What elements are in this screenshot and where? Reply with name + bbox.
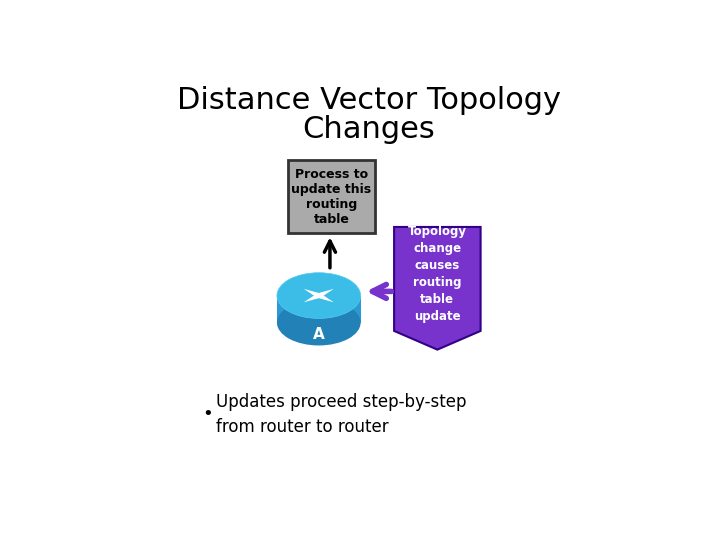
Text: A: A: [313, 327, 325, 341]
Polygon shape: [394, 227, 481, 349]
Text: Distance Vector Topology: Distance Vector Topology: [177, 86, 561, 114]
FancyBboxPatch shape: [288, 160, 374, 233]
Polygon shape: [317, 289, 334, 298]
Polygon shape: [317, 293, 334, 302]
Text: Topology
change
causes
routing
table
update: Topology change causes routing table upd…: [408, 225, 467, 323]
Polygon shape: [304, 293, 320, 302]
Polygon shape: [277, 295, 361, 322]
Text: •: •: [202, 405, 212, 423]
Text: Changes: Changes: [302, 114, 436, 144]
Ellipse shape: [277, 273, 361, 319]
Text: Process to
update this
routing
table: Process to update this routing table: [292, 168, 372, 226]
Text: Updates proceed step-by-step
from router to router: Updates proceed step-by-step from router…: [215, 393, 466, 436]
Polygon shape: [304, 289, 320, 298]
Ellipse shape: [277, 300, 361, 346]
